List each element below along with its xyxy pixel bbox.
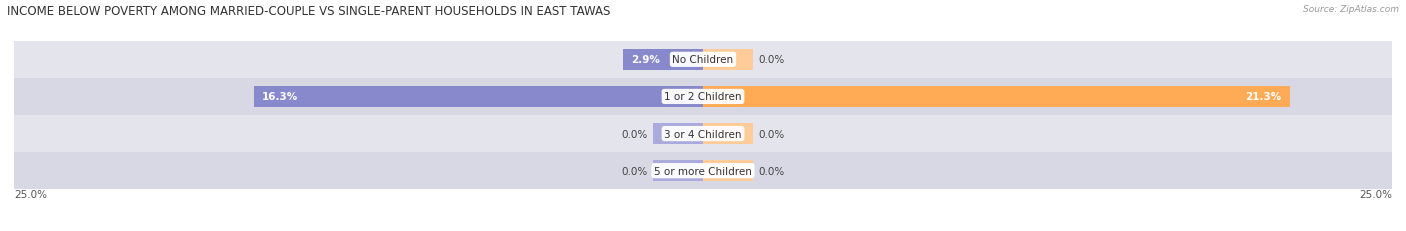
Text: 2.9%: 2.9% bbox=[631, 55, 661, 65]
Text: 1 or 2 Children: 1 or 2 Children bbox=[664, 92, 742, 102]
Bar bbox=[703, 87, 1289, 107]
Text: Source: ZipAtlas.com: Source: ZipAtlas.com bbox=[1303, 5, 1399, 14]
Text: 16.3%: 16.3% bbox=[262, 92, 298, 102]
Text: 0.0%: 0.0% bbox=[621, 166, 648, 176]
Bar bbox=[703, 124, 752, 144]
Text: 25.0%: 25.0% bbox=[1360, 189, 1392, 199]
Text: No Children: No Children bbox=[672, 55, 734, 65]
Text: 3 or 4 Children: 3 or 4 Children bbox=[664, 129, 742, 139]
Text: 5 or more Children: 5 or more Children bbox=[654, 166, 752, 176]
Bar bbox=[623, 50, 703, 70]
Bar bbox=[254, 87, 703, 107]
Bar bbox=[14, 79, 1392, 116]
Bar bbox=[14, 42, 1392, 79]
Text: INCOME BELOW POVERTY AMONG MARRIED-COUPLE VS SINGLE-PARENT HOUSEHOLDS IN EAST TA: INCOME BELOW POVERTY AMONG MARRIED-COUPL… bbox=[7, 5, 610, 18]
Bar bbox=[654, 124, 703, 144]
Bar bbox=[703, 50, 752, 70]
Bar bbox=[703, 161, 752, 181]
Text: 0.0%: 0.0% bbox=[621, 129, 648, 139]
Bar bbox=[14, 152, 1392, 189]
Bar bbox=[14, 116, 1392, 152]
Text: 0.0%: 0.0% bbox=[758, 129, 785, 139]
Bar bbox=[654, 161, 703, 181]
Text: 0.0%: 0.0% bbox=[758, 166, 785, 176]
Text: 21.3%: 21.3% bbox=[1246, 92, 1282, 102]
Text: 0.0%: 0.0% bbox=[758, 55, 785, 65]
Text: 25.0%: 25.0% bbox=[14, 189, 46, 199]
